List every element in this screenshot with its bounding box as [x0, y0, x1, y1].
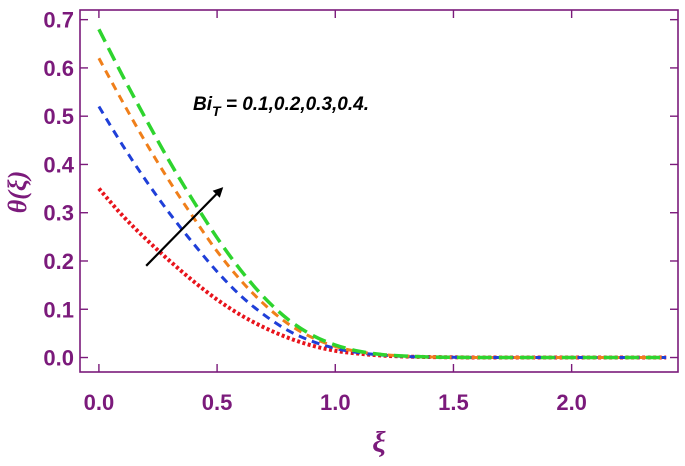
series-line-2: [97, 105, 667, 360]
y-tick-label: 0.0: [43, 346, 74, 371]
y-tick-label: 0.5: [43, 104, 74, 129]
series-line-3: [97, 57, 667, 360]
tick-layer: 0.0 0.5 1.0 1.5 2.0 0.0 0.1 0.2 0.3 0.4 0.5 0.6 0.7: [43, 8, 678, 415]
annotation-label: BiT = 0.1,0.2,0.3,0.4.: [193, 94, 369, 119]
x-tick-label: 2.0: [556, 390, 587, 415]
series-line-1: [97, 187, 667, 360]
annotation-subscript: T: [212, 103, 222, 119]
y-tick-label: 0.6: [43, 56, 74, 81]
y-tick-label: 0.4: [43, 152, 74, 177]
y-tick-label: 0.1: [43, 297, 74, 322]
x-tick-label: 0.0: [84, 390, 115, 415]
arrow-layer: [145, 187, 224, 267]
series-line-4: [97, 28, 667, 360]
x-tick-label: 1.0: [320, 390, 351, 415]
y-tick-label: 0.3: [43, 201, 74, 226]
x-tick-label: 0.5: [202, 390, 233, 415]
annotation-parameter: Bi: [193, 94, 213, 115]
x-tick-label: 1.5: [438, 390, 469, 415]
y-axis-label: θ(ξ): [3, 171, 32, 214]
y-tick-label: 0.7: [43, 8, 74, 33]
plot-frame: [79, 9, 679, 373]
increase-arrow-icon: [145, 187, 224, 267]
y-tick-label: 0.2: [43, 249, 74, 274]
series-layer: [97, 28, 667, 360]
annotation-values: = 0.1,0.2,0.3,0.4.: [221, 94, 369, 115]
x-axis-label: ξ: [372, 426, 386, 459]
